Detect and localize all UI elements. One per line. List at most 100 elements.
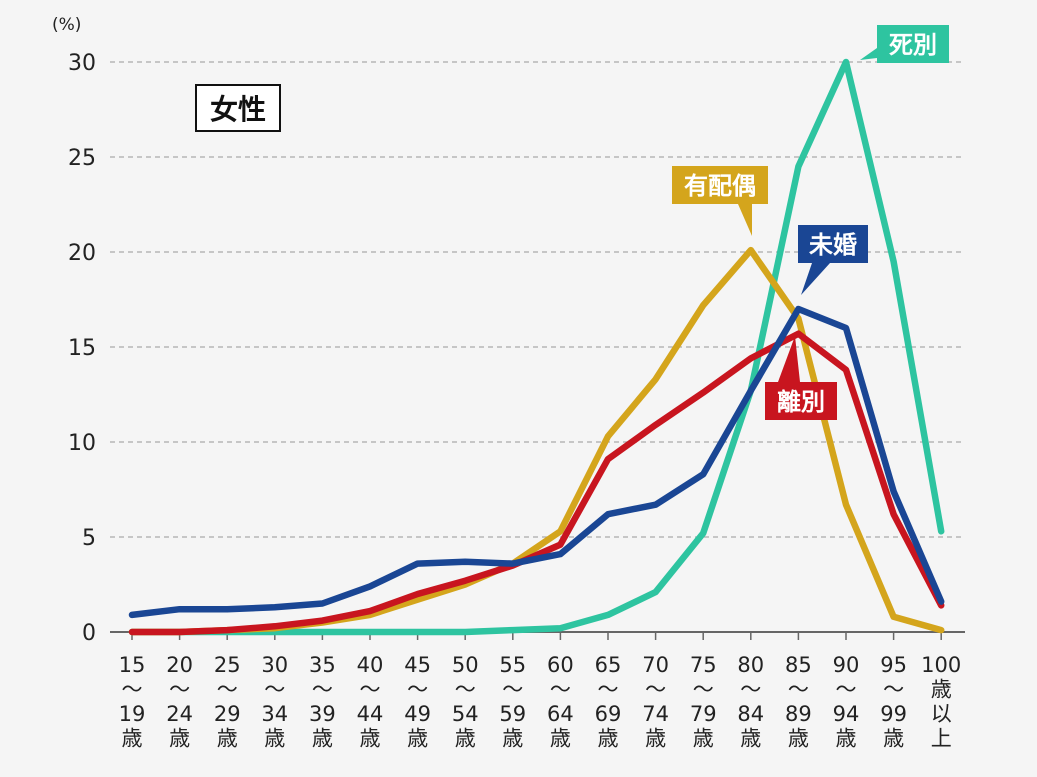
x-tick-label-line: 45	[404, 653, 431, 677]
x-tick-label-line: 34	[261, 702, 288, 726]
x-tick-label-line: 〜	[502, 678, 523, 702]
series-label-text: 離別	[777, 388, 825, 416]
x-tick-label-line: 歳	[502, 727, 523, 751]
x-tick-label: 80〜84歳	[737, 653, 764, 751]
x-tick-label-line: 以	[931, 702, 952, 726]
x-tick-label-line: 69	[595, 702, 622, 726]
x-tick-label-line: 94	[833, 702, 860, 726]
x-tick-label-line: 80	[737, 653, 764, 677]
y-tick-label: 15	[68, 336, 96, 361]
x-tick-label-line: 歳	[360, 727, 381, 751]
x-tick-label-line: 〜	[550, 678, 571, 702]
x-tick-label-line: 95	[880, 653, 907, 677]
panel-label-box: 女性	[195, 84, 281, 132]
x-tick-label: 75〜79歳	[690, 653, 717, 751]
x-tick-label-line: 35	[309, 653, 336, 677]
x-tick-label-line: 歳	[407, 727, 428, 751]
x-tick-label-line: 歳	[264, 727, 285, 751]
series-line-2	[128, 330, 945, 636]
x-tick-label-line: 〜	[598, 678, 619, 702]
x-tick-label-line: 99	[880, 702, 907, 726]
series-lines	[128, 58, 945, 636]
x-tick-label-line: 歳	[931, 678, 952, 702]
y-tick-label: 25	[68, 146, 96, 171]
x-tick-label: 65〜69歳	[595, 653, 622, 751]
panel-label: 女性	[210, 93, 266, 126]
x-tick-label: 40〜44歳	[357, 653, 384, 751]
x-tick-label-line: 60	[547, 653, 574, 677]
x-tick-label: 35〜39歳	[309, 653, 336, 751]
x-tick-label-line: 55	[499, 653, 526, 677]
y-axis: (%) 0 5 10 15 20 25 30	[52, 15, 96, 646]
x-tick-label-line: 歳	[455, 727, 476, 751]
x-tick-label-line: 84	[737, 702, 764, 726]
x-tick-label-line: 49	[404, 702, 431, 726]
x-tick-label: 50〜54歳	[452, 653, 479, 751]
x-tick-label-line: 〜	[455, 678, 476, 702]
x-tick-label-line: 〜	[645, 678, 666, 702]
x-tick-label-line: 歳	[645, 727, 666, 751]
x-tick-label-line: 85	[785, 653, 812, 677]
x-axis: 15〜19歳20〜24歳25〜29歳30〜34歳35〜39歳40〜44歳45〜4…	[110, 631, 965, 751]
x-tick-label-line: 〜	[836, 678, 857, 702]
x-tick-label-line: 歳	[312, 727, 333, 751]
x-tick-label: 95〜99歳	[880, 653, 907, 751]
x-tick-label-line: 〜	[312, 678, 333, 702]
x-tick-label-line: 44	[357, 702, 384, 726]
x-tick-label-line: 40	[357, 653, 384, 677]
y-tick-label: 0	[82, 621, 96, 646]
x-tick-label-line: 歳	[598, 727, 619, 751]
x-tick-label: 90〜94歳	[833, 653, 860, 751]
x-tick-label-line: 65	[595, 653, 622, 677]
x-tick-label: 15〜19歳	[119, 653, 146, 751]
x-tick-label-line: 〜	[360, 678, 381, 702]
y-axis-unit-label: (%)	[52, 15, 81, 35]
y-tick-label: 10	[68, 431, 96, 456]
x-tick-label-line: 100	[921, 653, 961, 677]
x-tick-label-line: 上	[931, 727, 952, 751]
x-tick-label: 60〜64歳	[547, 653, 574, 751]
x-tick-label-line: 50	[452, 653, 479, 677]
x-tick-label-line: 54	[452, 702, 479, 726]
x-tick-label-line: 74	[642, 702, 669, 726]
x-tick-label-line: 〜	[740, 678, 761, 702]
x-tick-label-line: 19	[119, 702, 146, 726]
series-line-0	[128, 58, 945, 636]
y-tick-label: 20	[68, 241, 96, 266]
x-tick-label: 55〜59歳	[499, 653, 526, 751]
y-tick-label: 30	[68, 51, 96, 76]
x-tick-label-line: 〜	[407, 678, 428, 702]
x-tick-label-line: 39	[309, 702, 336, 726]
series-label-text: 死別	[889, 31, 937, 59]
x-tick-label-line: 75	[690, 653, 717, 677]
series-label-text: 有配偶	[684, 172, 756, 200]
x-tick-label-line: 59	[499, 702, 526, 726]
x-tick-label-line: 歳	[788, 727, 809, 751]
series-label-text: 未婚	[809, 231, 857, 259]
x-tick-label-line: 歳	[883, 727, 904, 751]
x-tick-label-line: 〜	[169, 678, 190, 702]
series-label-3: 未婚	[798, 225, 868, 295]
x-tick-label-line: 歳	[693, 727, 714, 751]
x-tick-label-line: 24	[166, 702, 193, 726]
x-tick-label: 70〜74歳	[642, 653, 669, 751]
x-tick-label-line: 64	[547, 702, 574, 726]
x-tick-label: 85〜89歳	[785, 653, 812, 751]
x-tick-label-line: 25	[214, 653, 241, 677]
x-tick-label: 30〜34歳	[261, 653, 288, 751]
x-tick-label-line: 〜	[264, 678, 285, 702]
x-tick-label-line: 〜	[122, 678, 143, 702]
x-tick-label-line: 79	[690, 702, 717, 726]
x-tick-label-line: 歳	[169, 727, 190, 751]
x-tick-label-line: 70	[642, 653, 669, 677]
x-tick-label-line: 歳	[550, 727, 571, 751]
x-tick-label-line: 歳	[217, 727, 238, 751]
x-tick-label-line: 歳	[122, 727, 143, 751]
series-line-1	[128, 246, 945, 636]
x-tick-label: 25〜29歳	[214, 653, 241, 751]
x-tick-label-line: 30	[261, 653, 288, 677]
series-label-2: 離別	[765, 336, 837, 420]
